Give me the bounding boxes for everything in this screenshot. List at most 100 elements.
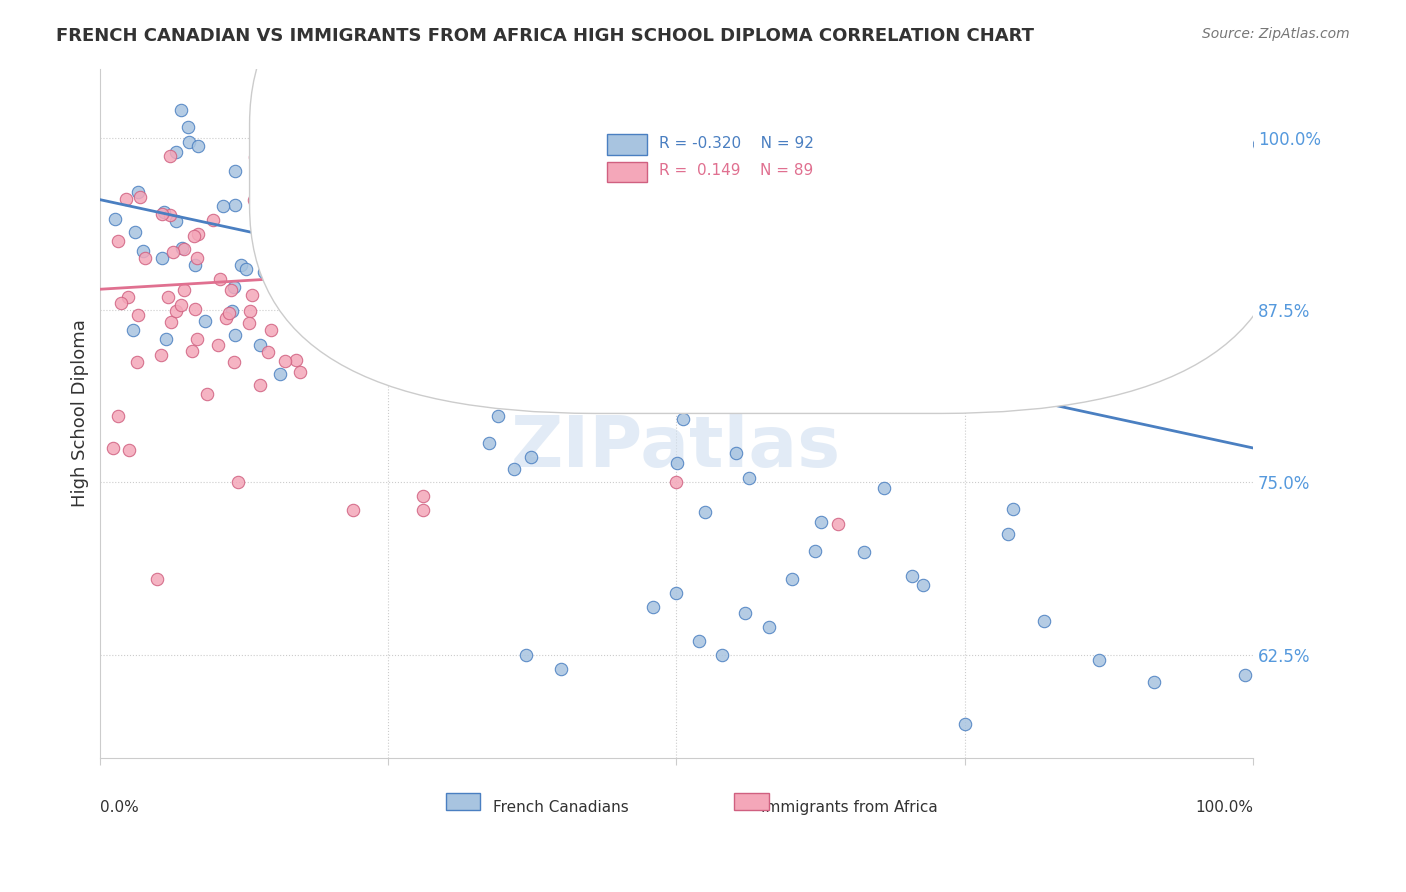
Point — [127, 309, 149, 323]
Point — [170, 103, 193, 117]
Point — [478, 435, 501, 450]
Point — [215, 310, 238, 325]
Point — [195, 386, 218, 401]
Point — [547, 343, 569, 357]
Point — [323, 291, 346, 305]
Point — [486, 409, 509, 423]
Point — [606, 343, 628, 358]
Point — [329, 309, 352, 323]
Point — [429, 376, 451, 390]
Point — [150, 252, 173, 266]
Point — [671, 411, 693, 425]
Point — [665, 456, 688, 470]
Point — [149, 347, 172, 361]
Point — [412, 503, 434, 517]
Point — [810, 515, 832, 529]
Point — [273, 270, 295, 285]
Point — [285, 258, 308, 272]
Point — [249, 338, 271, 352]
Point — [588, 191, 610, 205]
Point — [350, 256, 373, 270]
Point — [184, 258, 207, 272]
Point — [901, 568, 924, 582]
Point — [243, 193, 266, 207]
Point — [114, 192, 136, 206]
Point — [665, 475, 688, 490]
Point — [388, 192, 411, 206]
Point — [316, 308, 339, 322]
Point — [295, 296, 318, 310]
Point — [170, 241, 193, 255]
Point — [505, 286, 527, 301]
Point — [711, 648, 734, 662]
Point — [412, 489, 434, 503]
Point — [311, 274, 333, 288]
Point — [110, 296, 132, 310]
Point — [240, 288, 263, 302]
Point — [411, 375, 433, 389]
Point — [997, 527, 1019, 541]
Point — [412, 233, 434, 247]
Point — [734, 607, 756, 621]
Point — [209, 272, 232, 286]
Point — [284, 190, 307, 204]
Point — [104, 211, 127, 226]
Text: Source: ZipAtlas.com: Source: ZipAtlas.com — [1202, 27, 1350, 41]
Point — [229, 258, 252, 272]
Point — [224, 164, 246, 178]
Point — [271, 179, 294, 194]
Point — [177, 120, 200, 134]
Point — [201, 213, 224, 227]
Point — [146, 572, 169, 586]
Point — [616, 252, 638, 266]
Point — [478, 257, 501, 271]
Point — [332, 280, 354, 294]
Point — [340, 283, 363, 297]
Point — [121, 323, 143, 337]
Point — [364, 245, 387, 260]
Point — [515, 648, 537, 662]
Text: R =  0.149    N = 89: R = 0.149 N = 89 — [659, 163, 813, 178]
Point — [860, 379, 883, 393]
Point — [502, 462, 524, 476]
Text: FRENCH CANADIAN VS IMMIGRANTS FROM AFRICA HIGH SCHOOL DIPLOMA CORRELATION CHART: FRENCH CANADIAN VS IMMIGRANTS FROM AFRIC… — [56, 27, 1035, 45]
Point — [436, 364, 458, 378]
Point — [194, 314, 217, 328]
Point — [953, 717, 976, 731]
Point — [392, 288, 415, 302]
Point — [224, 327, 246, 342]
Bar — [607, 161, 647, 182]
Point — [118, 442, 141, 457]
Point — [458, 249, 481, 263]
Text: French Canadians: French Canadians — [494, 800, 628, 814]
Point — [285, 295, 308, 310]
Point — [803, 544, 825, 558]
Point — [162, 245, 184, 260]
Point — [406, 329, 429, 343]
Point — [127, 186, 149, 200]
Bar — [446, 793, 481, 810]
Point — [101, 442, 124, 456]
Point — [124, 226, 146, 240]
Point — [165, 214, 187, 228]
Point — [911, 578, 934, 592]
Point — [444, 277, 467, 292]
Point — [280, 246, 302, 260]
Point — [326, 169, 349, 184]
Point — [330, 292, 353, 306]
Point — [238, 316, 260, 330]
Text: 100.0%: 100.0% — [1195, 800, 1253, 814]
Point — [297, 251, 319, 265]
Point — [260, 323, 283, 337]
Point — [219, 284, 242, 298]
Point — [758, 620, 780, 634]
Point — [464, 304, 486, 318]
Point — [738, 470, 761, 484]
Point — [1233, 667, 1256, 681]
Point — [107, 235, 129, 249]
Point — [513, 331, 536, 345]
Point — [152, 205, 174, 219]
Point — [1032, 615, 1054, 629]
Point — [419, 364, 441, 378]
Point — [224, 280, 246, 294]
